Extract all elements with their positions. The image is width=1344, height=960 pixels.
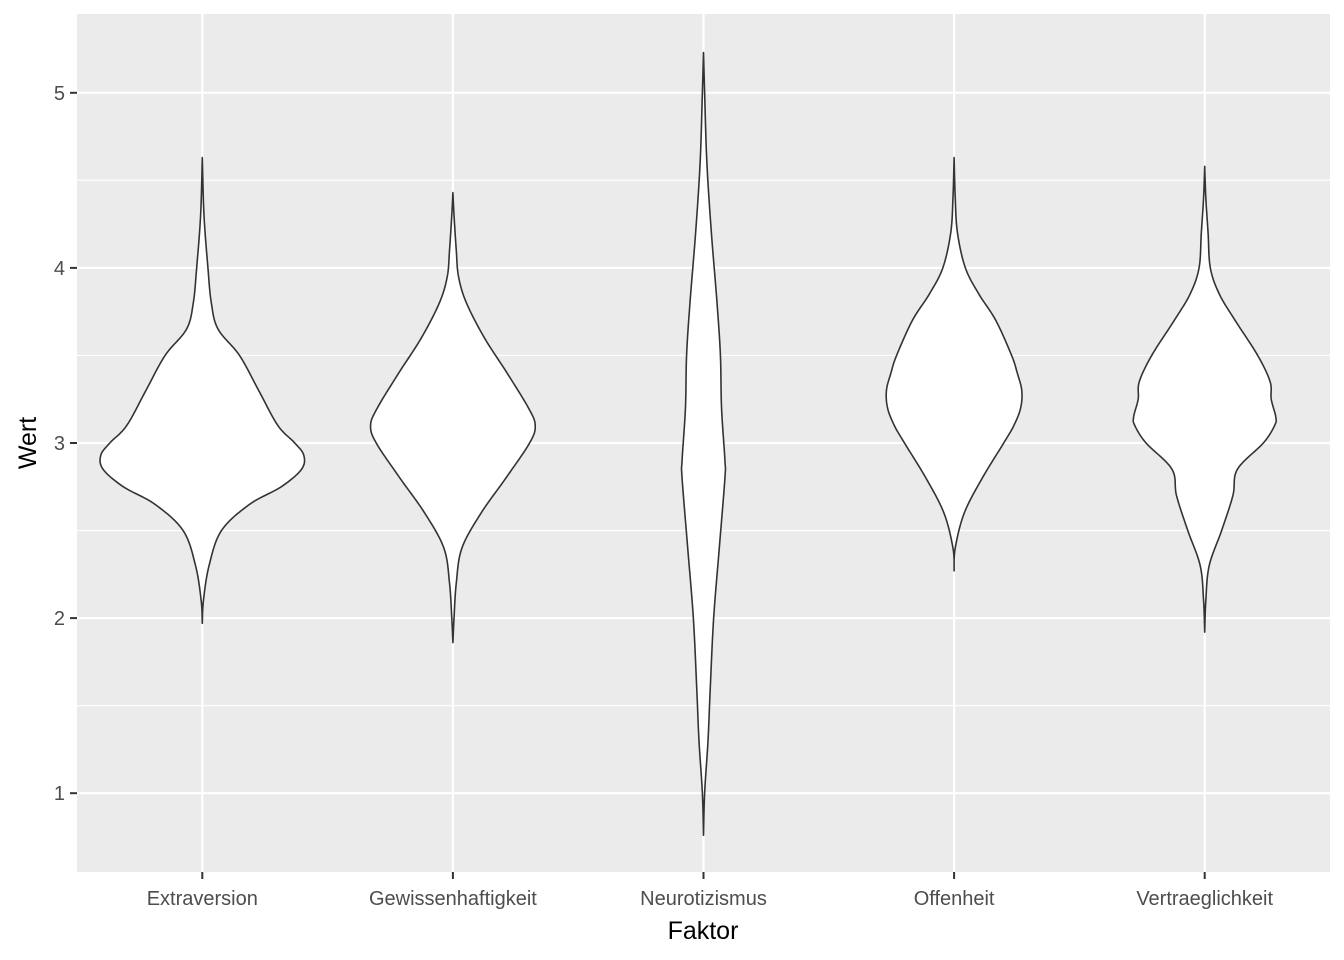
x-axis-ticks: Extraversion Gewissenhaftigkeit Neurotizis… bbox=[147, 872, 1274, 910]
violins bbox=[99, 51, 1277, 837]
violin-neurotizismus bbox=[680, 51, 727, 837]
violin-extraversion bbox=[99, 156, 306, 625]
x-tick-label: Offenheit bbox=[914, 888, 995, 910]
y-tick-label: 3 bbox=[54, 433, 65, 455]
x-axis-title: Faktor bbox=[668, 917, 739, 945]
y-axis-title: Wert bbox=[14, 417, 42, 469]
x-tick-label: Extraversion bbox=[147, 888, 258, 910]
y-tick-label: 4 bbox=[54, 258, 65, 280]
x-tick-label: Neurotizismus bbox=[640, 888, 767, 910]
y-tick-label: 5 bbox=[54, 83, 65, 105]
violin-vertraeglichkeit bbox=[1132, 165, 1277, 633]
y-tick-label: 2 bbox=[54, 608, 65, 630]
x-tick-label: Vertraeglichkeit bbox=[1136, 888, 1273, 910]
y-axis-ticks: 1 2 3 4 5 bbox=[54, 83, 77, 805]
violin-offenheit bbox=[885, 156, 1023, 572]
y-tick-label: 1 bbox=[54, 783, 65, 805]
violin-gewissenhaftigkeit bbox=[369, 191, 537, 644]
x-tick-label: Gewissenhaftigkeit bbox=[369, 888, 537, 910]
